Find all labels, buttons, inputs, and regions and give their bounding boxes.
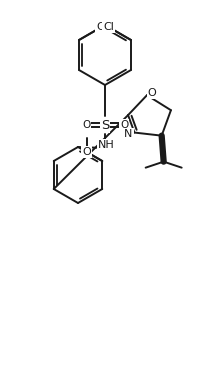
Text: O: O	[82, 147, 91, 157]
Text: Cl: Cl	[103, 22, 114, 32]
Text: NH: NH	[98, 140, 114, 150]
Text: S: S	[101, 118, 109, 131]
Text: O: O	[148, 88, 156, 98]
Text: N: N	[124, 128, 133, 138]
Text: O: O	[82, 120, 90, 130]
Text: Cl: Cl	[96, 22, 107, 32]
Text: O: O	[120, 120, 128, 130]
